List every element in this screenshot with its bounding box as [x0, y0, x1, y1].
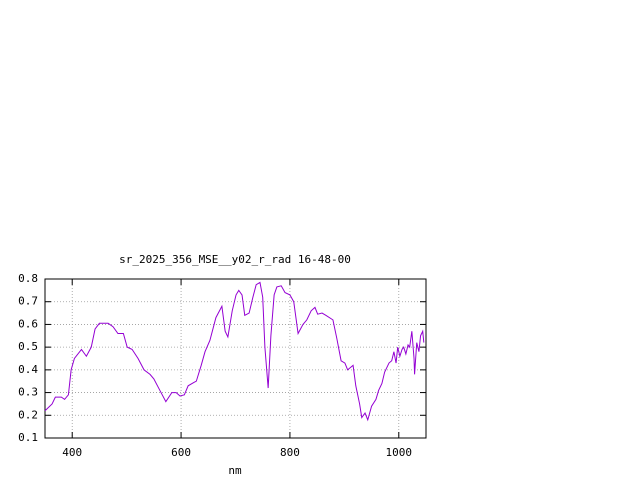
y-tick-label: 0.1	[18, 431, 38, 444]
y-tick-label: 0.3	[18, 386, 38, 399]
x-tick-label: 1000	[386, 446, 413, 459]
y-tick-label: 0.5	[18, 340, 38, 353]
x-tick-label: 800	[280, 446, 300, 459]
y-tick-label: 0.6	[18, 317, 38, 330]
y-tick-label: 0.2	[18, 408, 38, 421]
y-tick-label: 0.4	[18, 363, 38, 376]
y-tick-label: 0.7	[18, 295, 38, 308]
x-axis-label: nm	[228, 464, 242, 477]
chart-title: sr_2025_356_MSE__y02_r_rad 16-48-00	[119, 253, 351, 266]
data-line	[44, 281, 425, 422]
plot-border	[44, 278, 427, 439]
y-tick-label: 0.8	[18, 272, 38, 285]
x-tick-label: 400	[62, 446, 82, 459]
x-tick-label: 600	[171, 446, 191, 459]
